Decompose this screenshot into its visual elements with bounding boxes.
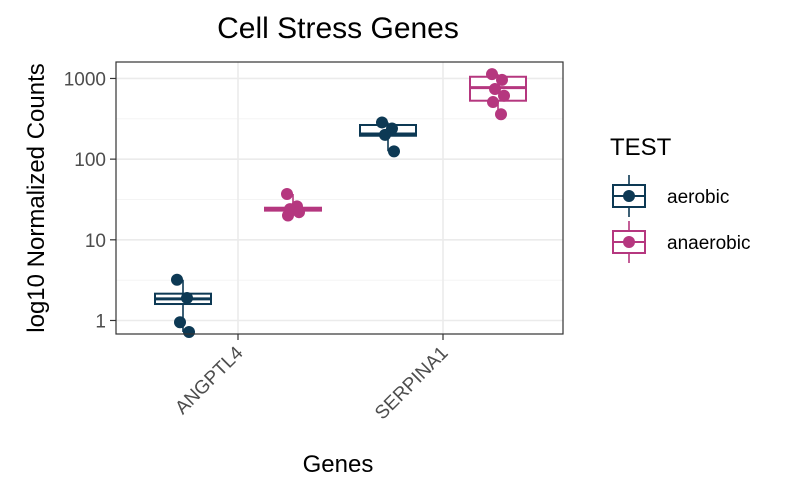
x-tick-label: ANGPTL4 — [171, 342, 247, 418]
data-point — [379, 128, 391, 141]
data-point — [498, 89, 510, 102]
data-point — [293, 206, 305, 219]
y-axis-title: log10 Normalized Counts — [23, 63, 50, 332]
x-axis: ANGPTL4 SERPINA1 — [171, 334, 453, 424]
data-point — [496, 73, 508, 86]
data-point — [183, 325, 195, 338]
box-anaerobic-ANGPTL4 — [264, 187, 322, 222]
plot-border — [115, 61, 564, 335]
y-tick-label: 100 — [74, 150, 106, 171]
legend-title: TEST — [610, 134, 672, 161]
y-tick-label: 10 — [85, 231, 106, 252]
data-point — [388, 145, 400, 158]
legend-label: aerobic — [667, 187, 729, 208]
data-point — [181, 291, 193, 304]
plot-marks — [154, 68, 527, 338]
data-point — [171, 273, 183, 286]
data-point — [487, 96, 499, 109]
data-point — [486, 68, 498, 81]
y-tick-label: 1 — [95, 311, 106, 332]
box-aerobic-ANGPTL4 — [154, 273, 212, 338]
chart-title: Cell Stress Genes — [217, 12, 459, 45]
data-point — [174, 316, 186, 329]
x-tick-label: SERPINA1 — [371, 343, 452, 424]
data-point — [282, 209, 294, 222]
grid — [116, 62, 563, 334]
data-point — [495, 108, 507, 121]
legend-entry-aerobic: aerobic — [612, 175, 729, 217]
box-anaerobic-SERPINA1 — [469, 68, 527, 121]
box-aerobic-SERPINA1 — [359, 116, 417, 158]
x-axis-title: Genes — [303, 451, 374, 478]
y-tick-label: 1000 — [64, 69, 106, 90]
legend-entry-anaerobic: anaerobic — [612, 221, 750, 263]
legend: TEST aerobic anaerobic — [610, 134, 750, 263]
legend-label: anaerobic — [667, 233, 750, 254]
legend-key-point — [623, 236, 635, 248]
data-point — [376, 116, 388, 129]
data-point — [489, 83, 501, 96]
y-axis: 1 10 100 1000 — [64, 69, 116, 332]
data-point — [281, 187, 293, 200]
legend-key-point — [623, 190, 635, 202]
